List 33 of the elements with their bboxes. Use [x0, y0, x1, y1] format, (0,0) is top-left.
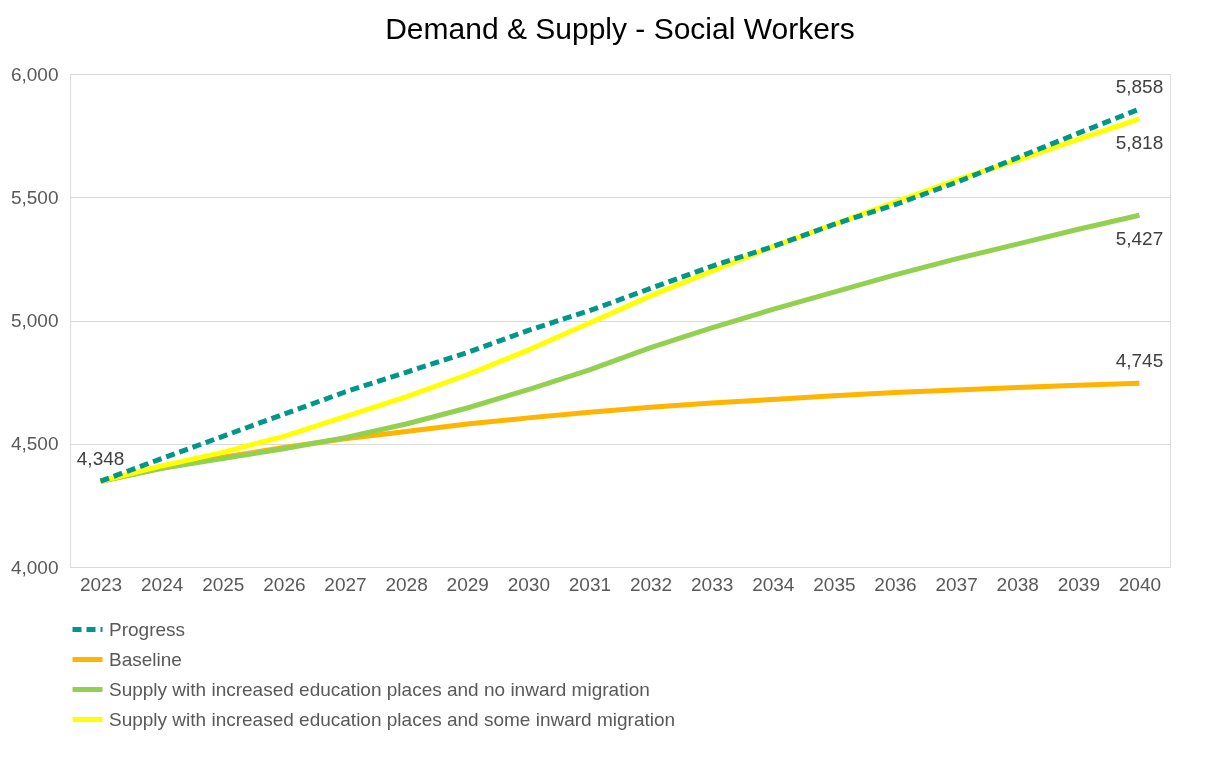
- x-tick-label: 2023: [79, 573, 123, 595]
- x-tick-label: 2031: [568, 573, 612, 595]
- y-tick-label: 5,000: [10, 310, 59, 331]
- x-tick-label: 2026: [263, 573, 306, 595]
- x-tick-label: 2034: [752, 573, 795, 595]
- legend-label: Baseline: [109, 648, 182, 670]
- x-tick-label: 2032: [629, 573, 673, 595]
- y-tick-label: 4,500: [10, 433, 59, 455]
- x-tick-label: 2036: [874, 573, 917, 595]
- x-tick-label: 2033: [691, 573, 734, 595]
- legend-label: Supply with increased education places and some inward migration: [109, 708, 676, 730]
- y-tick-label: 5,500: [10, 186, 59, 208]
- x-tick-label: 2035: [813, 573, 856, 595]
- y-tick-label: 4,000: [10, 556, 59, 578]
- data-label: 4,348: [76, 448, 125, 470]
- x-tick-label: 2029: [446, 573, 489, 595]
- x-tick-label: 2024: [141, 573, 184, 595]
- data-label: 5,427: [1115, 228, 1164, 250]
- x-tick-label: 2030: [507, 573, 550, 595]
- x-tick-label: 2028: [385, 573, 428, 595]
- x-tick-label: 2039: [1057, 573, 1100, 595]
- y-tick-label: 6,000: [10, 63, 59, 85]
- x-tick-label: 2037: [935, 573, 978, 595]
- x-tick-label: 2025: [202, 573, 245, 595]
- legend-label: Supply with increased education places and no inward migration: [109, 678, 650, 700]
- data-label: 5,818: [1115, 131, 1164, 153]
- data-label: 5,858: [1115, 76, 1164, 97]
- legend-label: Progress: [109, 618, 186, 640]
- chart-title: Demand & Supply - Social Workers: [385, 12, 855, 45]
- x-tick-label: 2040: [1118, 573, 1162, 595]
- x-tick-label: 2027: [324, 573, 367, 595]
- x-tick-label: 2038: [996, 573, 1039, 595]
- data-label: 4,745: [1115, 350, 1164, 372]
